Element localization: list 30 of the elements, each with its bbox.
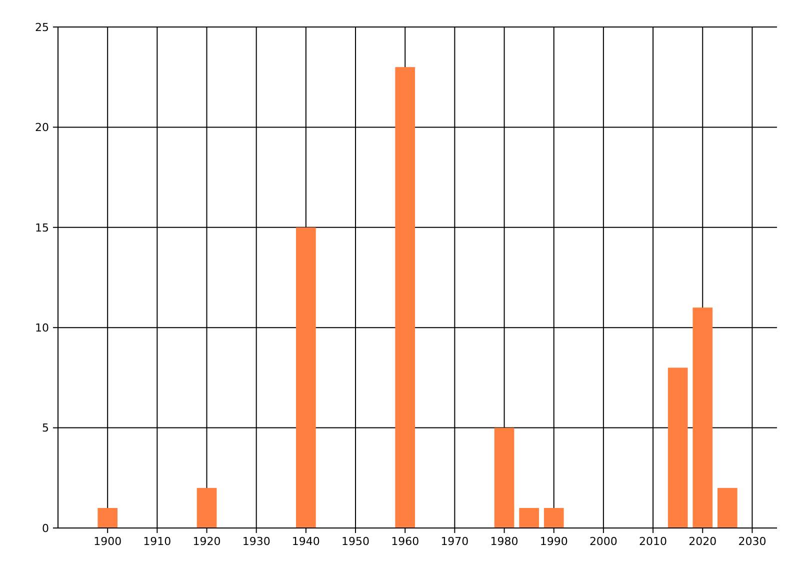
x-tick-label: 1900 [94,535,122,548]
y-tick-label: 10 [35,321,49,334]
y-tick-label: 0 [42,522,49,535]
y-tick-label: 15 [35,221,49,234]
bar [98,508,118,528]
y-tick-label: 25 [35,20,49,34]
x-tick-label: 1940 [292,535,320,548]
y-tick-label: 20 [35,121,49,134]
bar [494,428,514,528]
bar [296,227,316,528]
bar [717,488,738,528]
bar [395,67,416,528]
x-tick-label: 2000 [589,535,618,548]
bar [668,368,688,528]
x-tick-label: 1920 [192,535,221,548]
x-tick-label: 1990 [540,535,568,548]
x-tick-label: 1950 [342,535,370,548]
x-tick-label: 1930 [242,535,270,548]
x-tick-label: 2020 [688,535,717,548]
x-tick-label: 1910 [143,535,172,548]
x-tick-label: 1960 [391,535,420,548]
bar [692,308,713,528]
bar [196,488,217,528]
x-tick-label: 1970 [440,535,469,548]
bar [544,508,564,528]
y-tick-label: 5 [42,422,49,435]
x-tick-label: 2010 [639,535,668,548]
x-tick-label: 2030 [738,535,766,548]
x-tick-label: 1980 [490,535,518,548]
bar [519,508,539,528]
